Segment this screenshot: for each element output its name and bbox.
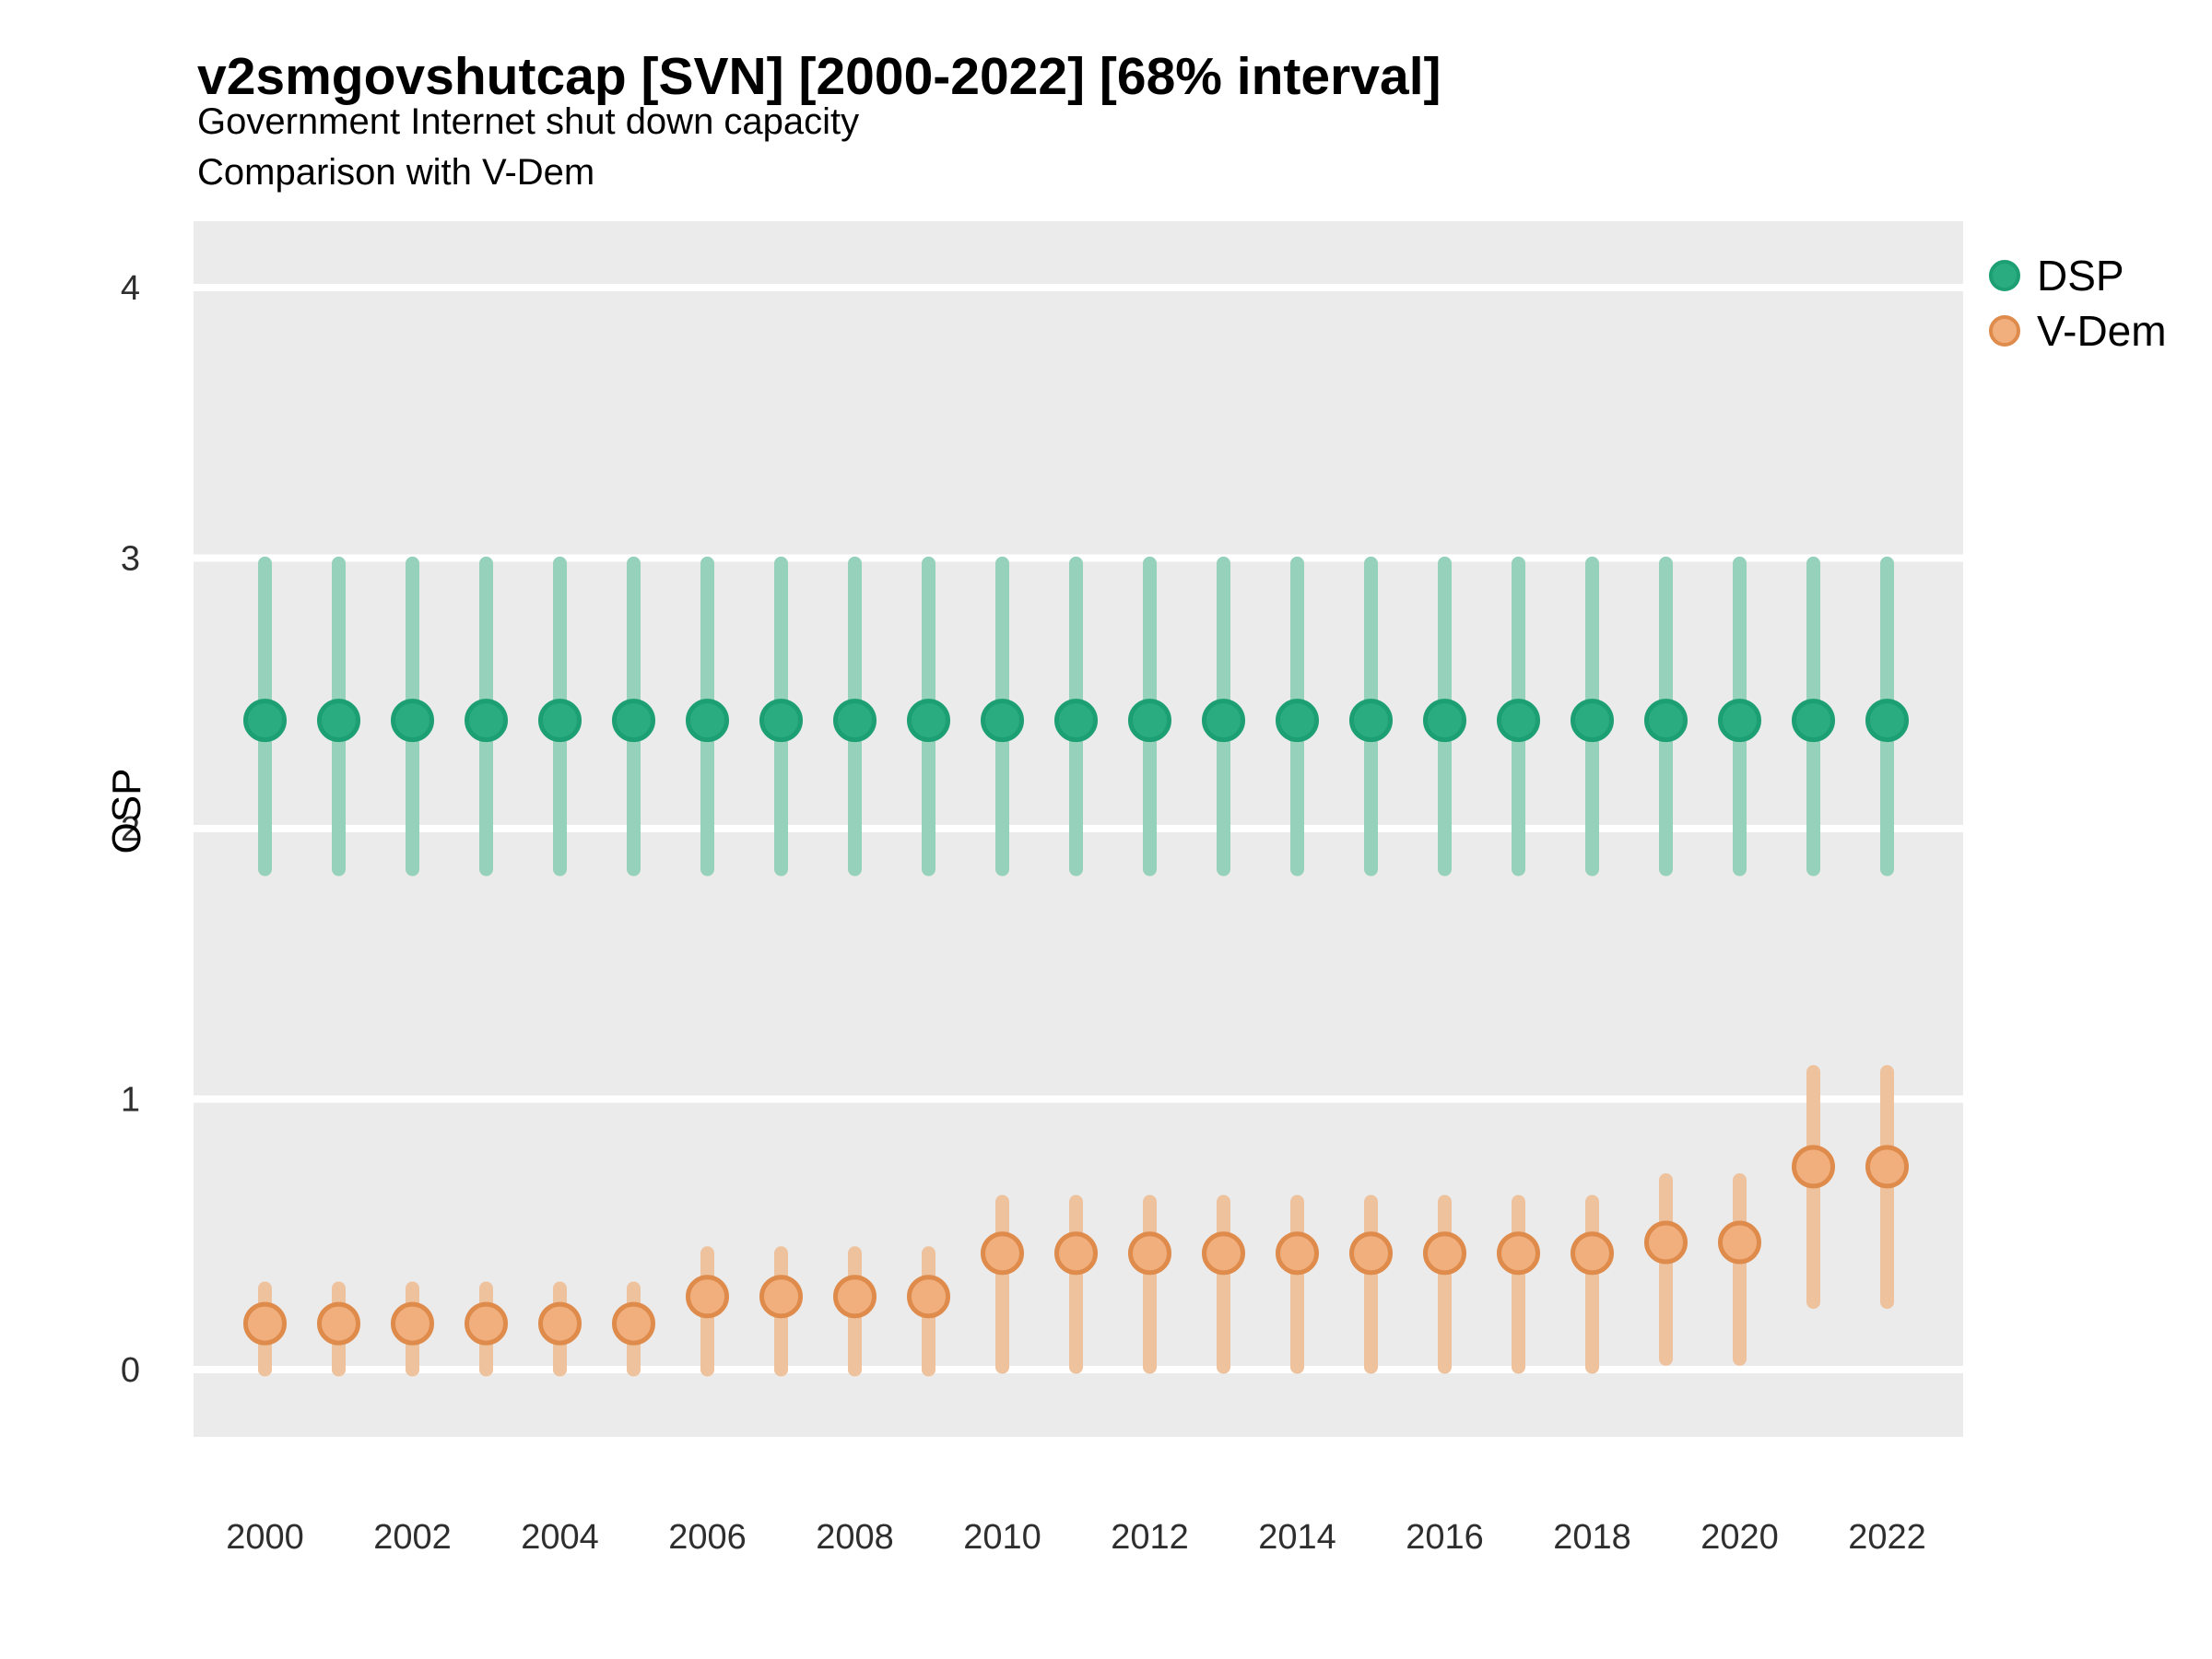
x-tick-label: 2000 xyxy=(226,1518,304,1557)
v-dem-point-2022 xyxy=(1865,1145,1909,1189)
v-dem-point-2000 xyxy=(243,1301,287,1346)
dsp-point-2004 xyxy=(538,699,582,743)
dsp-point-2018 xyxy=(1571,699,1614,743)
chart-subtitle-comparison: Comparison with V-Dem xyxy=(197,152,595,193)
v-dem-point-2001 xyxy=(317,1301,360,1346)
x-tick-label: 2018 xyxy=(1553,1518,1631,1557)
v-dem-point-2013 xyxy=(1202,1231,1245,1276)
dsp-point-2007 xyxy=(759,699,803,743)
x-tick-label: 2016 xyxy=(1406,1518,1484,1557)
legend-label-vdem: V-Dem xyxy=(2037,307,2167,355)
dsp-point-2015 xyxy=(1349,699,1393,743)
v-dem-point-2018 xyxy=(1571,1231,1614,1276)
dsp-point-2005 xyxy=(612,699,655,743)
x-tick-label: 2020 xyxy=(1700,1518,1779,1557)
legend-item-vdem: V-Dem xyxy=(1989,303,2167,359)
dsp-point-2017 xyxy=(1497,699,1540,743)
y-axis-title: OSP xyxy=(104,768,149,854)
dsp-point-2008 xyxy=(833,699,877,743)
dsp-legend-dot-icon xyxy=(1989,260,2020,291)
dsp-point-2021 xyxy=(1792,699,1835,743)
v-dem-point-2005 xyxy=(612,1301,655,1346)
dsp-point-2009 xyxy=(907,699,950,743)
dsp-point-2002 xyxy=(391,699,434,743)
chart-title: v2smgovshutcap [SVN] [2000-2022] [68% in… xyxy=(197,47,1441,106)
dsp-point-2000 xyxy=(243,699,287,743)
x-tick-label: 2014 xyxy=(1258,1518,1336,1557)
x-tick-label: 2008 xyxy=(816,1518,894,1557)
dsp-point-2013 xyxy=(1202,699,1245,743)
x-tick-label: 2004 xyxy=(521,1518,599,1557)
dsp-point-2016 xyxy=(1423,699,1466,743)
chart-subtitle: Government Internet shut down capacity xyxy=(197,101,860,142)
v-dem-point-2021 xyxy=(1792,1145,1835,1189)
y-tick-label: 4 xyxy=(121,269,140,308)
v-dem-point-2012 xyxy=(1128,1231,1171,1276)
y-tick-label: 2 xyxy=(121,810,140,849)
x-tick-label: 2022 xyxy=(1848,1518,1926,1557)
y-tick-label: 3 xyxy=(121,540,140,579)
legend-item-dsp: DSP xyxy=(1989,248,2167,303)
x-tick-label: 2002 xyxy=(373,1518,452,1557)
legend: DSP V-Dem xyxy=(1989,248,2167,359)
v-dem-point-2006 xyxy=(686,1275,729,1319)
v-dem-point-2016 xyxy=(1423,1231,1466,1276)
v-dem-point-2020 xyxy=(1718,1220,1761,1265)
dsp-point-2012 xyxy=(1128,699,1171,743)
v-dem-point-2007 xyxy=(759,1275,803,1319)
vdem-legend-dot-icon xyxy=(1989,315,2020,347)
dsp-point-2020 xyxy=(1718,699,1761,743)
v-dem-point-2015 xyxy=(1349,1231,1393,1276)
legend-label-dsp: DSP xyxy=(2037,252,2124,300)
v-dem-point-2004 xyxy=(538,1301,582,1346)
x-tick-label: 2012 xyxy=(1111,1518,1189,1557)
v-dem-point-2019 xyxy=(1644,1220,1688,1265)
dsp-point-2010 xyxy=(981,699,1024,743)
x-tick-label: 2006 xyxy=(668,1518,747,1557)
dsp-point-2001 xyxy=(317,699,360,743)
dsp-point-2006 xyxy=(686,699,729,743)
v-dem-point-2014 xyxy=(1276,1231,1319,1276)
v-dem-point-2011 xyxy=(1054,1231,1098,1276)
v-dem-point-2010 xyxy=(981,1231,1024,1276)
v-dem-point-2009 xyxy=(907,1275,950,1319)
v-dem-point-2002 xyxy=(391,1301,434,1346)
dsp-point-2003 xyxy=(465,699,508,743)
x-tick-label: 2010 xyxy=(963,1518,1041,1557)
y-tick-label: 0 xyxy=(121,1351,140,1390)
v-dem-point-2017 xyxy=(1497,1231,1540,1276)
dsp-point-2019 xyxy=(1644,699,1688,743)
dsp-point-2011 xyxy=(1054,699,1098,743)
y-tick-label: 1 xyxy=(121,1081,140,1120)
dsp-point-2014 xyxy=(1276,699,1319,743)
dsp-point-2022 xyxy=(1865,699,1909,743)
v-dem-point-2008 xyxy=(833,1275,877,1319)
v-dem-point-2003 xyxy=(465,1301,508,1346)
